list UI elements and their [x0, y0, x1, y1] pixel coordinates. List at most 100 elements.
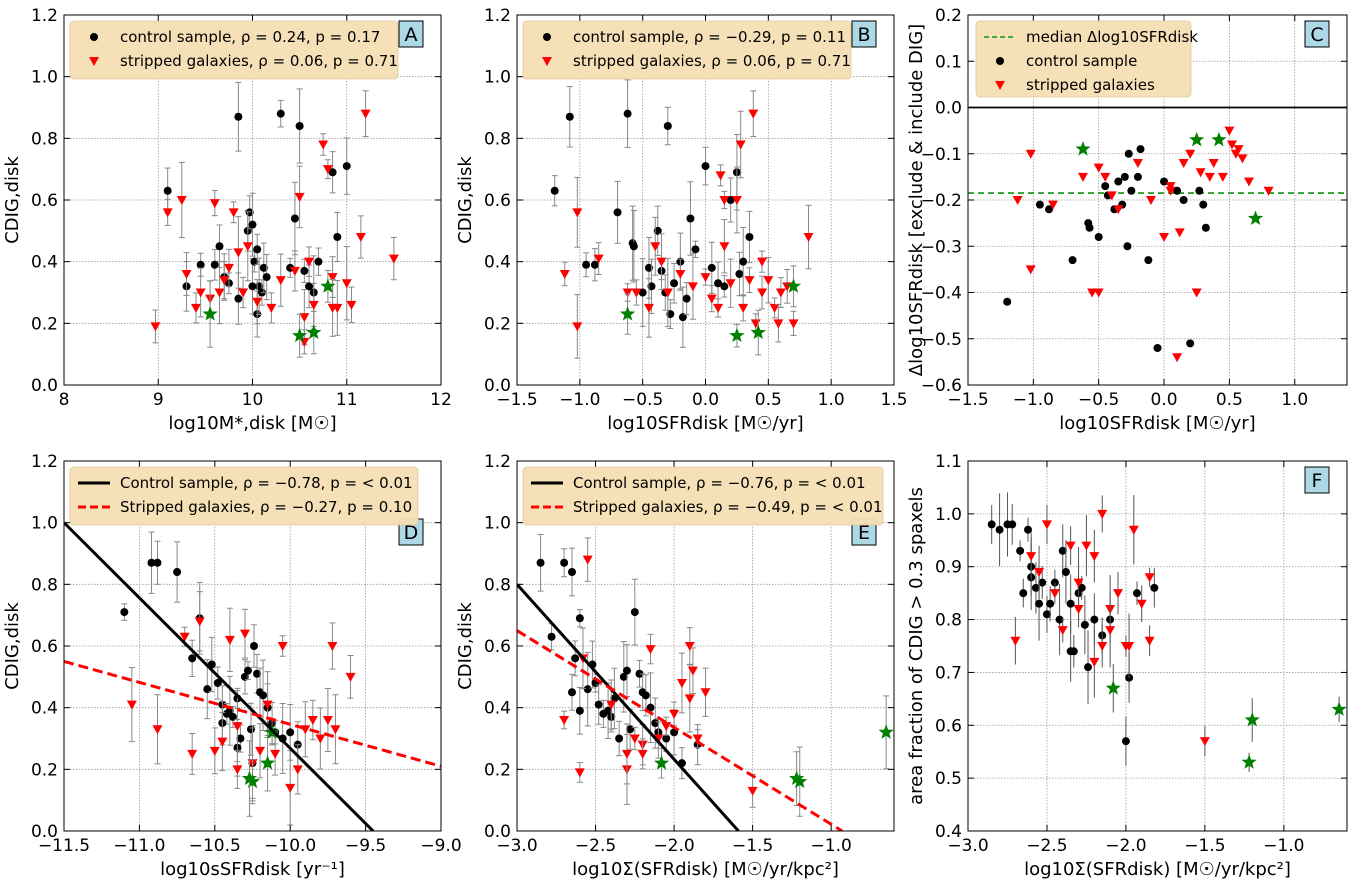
data-point — [295, 122, 304, 130]
y-axis-label: CDIG,disk — [455, 156, 476, 244]
data-point — [739, 257, 748, 266]
data-point — [236, 734, 245, 743]
data-point — [572, 208, 583, 218]
data-point — [1068, 256, 1077, 265]
data-point — [676, 679, 687, 688]
data-point — [248, 282, 257, 291]
data-point — [290, 214, 299, 223]
data-point — [682, 294, 691, 303]
data-point — [645, 645, 656, 655]
data-point — [687, 282, 698, 292]
x-tick-label: −2.5 — [1026, 836, 1067, 856]
x-tick-label: 0.5 — [755, 390, 782, 410]
data-point — [292, 765, 303, 775]
data-point — [1101, 182, 1110, 191]
data-point — [550, 186, 559, 195]
data-point — [233, 248, 244, 258]
x-tick-label: 9 — [153, 390, 164, 410]
data-point — [1204, 172, 1215, 182]
data-point — [1031, 583, 1040, 592]
data-point — [1046, 599, 1055, 608]
y-tick-label: 1.0 — [31, 68, 58, 88]
data-point — [202, 306, 218, 321]
data-point — [725, 279, 736, 289]
data-point — [1090, 615, 1099, 624]
plot-area-E — [517, 533, 894, 831]
data-point — [266, 303, 277, 313]
data-point — [1179, 196, 1188, 204]
y-tick-label: 0.5 — [935, 769, 962, 789]
data-point — [700, 273, 711, 283]
data-point — [187, 749, 198, 759]
data-point — [270, 749, 281, 759]
y-tick-label: 0.4 — [935, 822, 962, 842]
data-point — [330, 725, 341, 735]
legend-box — [975, 20, 1192, 98]
y-tick-label: −0.4 — [921, 284, 962, 304]
data-point — [1093, 163, 1104, 173]
data-point — [567, 688, 576, 697]
data-point — [1078, 172, 1089, 182]
y-tick-label: 0.8 — [484, 575, 511, 595]
data-point — [1057, 626, 1068, 636]
data-point — [629, 242, 638, 251]
data-point — [1199, 200, 1208, 209]
legend-box — [522, 466, 884, 526]
data-point — [653, 734, 664, 744]
y-tick-label: 0.2 — [484, 760, 511, 780]
data-point — [285, 783, 296, 793]
y-tick-label: 0.4 — [484, 253, 511, 273]
x-tick-label: 8 — [59, 390, 70, 410]
data-point — [773, 319, 784, 329]
data-point — [1144, 573, 1155, 583]
data-point — [575, 614, 584, 623]
data-point — [684, 642, 695, 651]
data-point — [1055, 615, 1064, 624]
data-point — [1237, 154, 1248, 164]
data-point — [300, 266, 309, 275]
data-point — [750, 319, 761, 329]
data-point — [1035, 599, 1044, 608]
data-point — [630, 608, 639, 617]
data-point — [1178, 159, 1189, 168]
data-point — [203, 685, 212, 694]
data-point — [1144, 636, 1155, 646]
y-tick-label: 0.0 — [484, 822, 511, 842]
data-point — [735, 270, 744, 278]
data-point — [294, 192, 305, 202]
data-point — [1123, 242, 1132, 251]
data-point — [253, 245, 262, 254]
data-point — [1153, 344, 1162, 352]
data-point — [190, 303, 201, 313]
data-point — [262, 273, 271, 282]
series-control-sample — [987, 492, 1159, 766]
x-tick-label: −3.0 — [947, 836, 988, 856]
data-point — [574, 768, 585, 778]
x-axis-label: log10SFRdisk [M☉/yr] — [1059, 413, 1255, 434]
panel-E: −3.0 −2.5 −2.0 −1.5 −1.0 0.0 0.2 0.4 0.6 0.8 1.0 1.… — [455, 452, 895, 880]
data-point — [322, 165, 333, 175]
data-point — [536, 558, 545, 567]
data-point — [355, 233, 366, 242]
data-point — [292, 327, 308, 343]
y-tick-label: 0.6 — [484, 637, 511, 657]
data-point — [1145, 196, 1156, 205]
y-tick-label: −0.6 — [921, 376, 962, 396]
data-point — [594, 700, 603, 709]
series-green-stars — [1075, 131, 1264, 225]
data-point — [744, 276, 755, 286]
data-point — [692, 734, 703, 744]
panel-B: −1.5 −1.0 −0.5 0.0 0.5 1.0 1.5 0.0 0.2 0.4 0.6 0.8 1… — [455, 6, 908, 434]
y-tick-label: 1.2 — [484, 452, 511, 472]
data-point — [785, 278, 802, 293]
legend-label: control sample, ρ = 0.24, p = 0.17 — [120, 28, 380, 46]
data-point — [735, 140, 746, 150]
x-axis-label: log10SFRdisk [M☉/yr] — [607, 413, 803, 434]
legend-A: control sample, ρ = 0.24, p = 0.17 stripp… — [69, 20, 399, 80]
legend-label: Control sample, ρ = −0.78, p = < 0.01 — [120, 474, 413, 492]
data-point — [1243, 177, 1254, 187]
data-point — [147, 558, 156, 567]
data-point — [194, 617, 205, 627]
y-tick-label: 1.1 — [935, 452, 962, 472]
y-tick-label: 0.0 — [484, 376, 511, 396]
